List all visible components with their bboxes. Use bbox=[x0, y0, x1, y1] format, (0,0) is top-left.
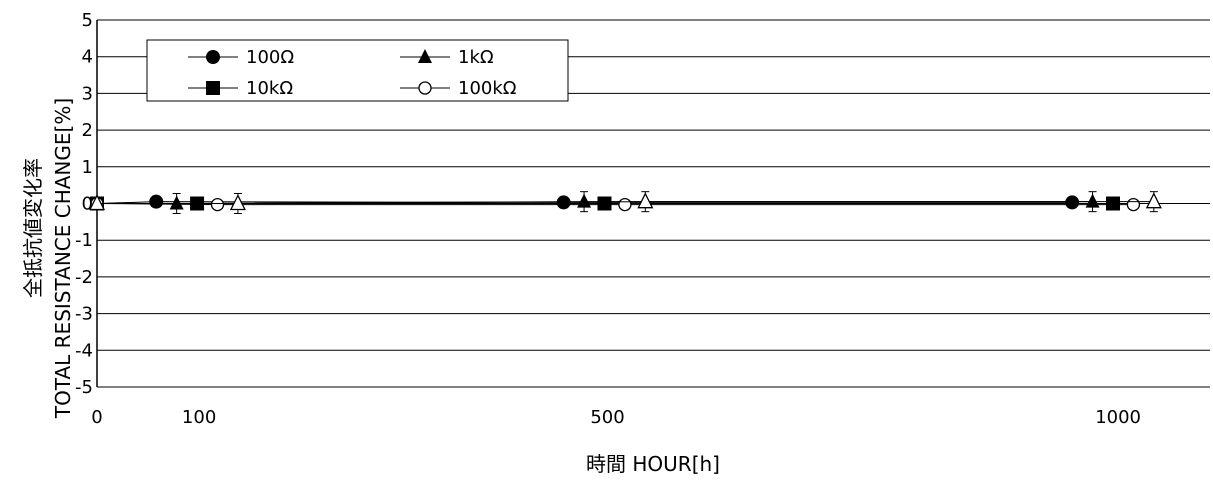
legend-label: 100kΩ bbox=[458, 78, 517, 99]
data-point bbox=[229, 194, 246, 211]
data-point bbox=[577, 193, 592, 208]
y-tick-label: 1 bbox=[82, 157, 93, 178]
data-point bbox=[1105, 196, 1120, 211]
data-point bbox=[206, 50, 220, 64]
y-tick-label: 5 bbox=[82, 10, 93, 31]
data-point bbox=[1145, 192, 1162, 209]
y-axis-title-line1: 全抵抗値変化率 bbox=[21, 158, 45, 298]
data-point bbox=[169, 195, 184, 210]
tick-labels: -5 -4 -3 -2 -1 0 1 2 3 4 5 0 100 500 1000 bbox=[75, 10, 1141, 428]
data-point bbox=[1085, 193, 1100, 208]
y-tick-label: -3 bbox=[75, 304, 93, 325]
y-tick-label: -2 bbox=[75, 267, 93, 288]
data-point bbox=[88, 194, 106, 211]
x-tick-label: 0 bbox=[91, 407, 102, 428]
series-line bbox=[96, 203, 1134, 206]
data-point bbox=[149, 194, 164, 209]
data-point bbox=[210, 197, 225, 212]
series-open-triangle bbox=[88, 191, 1162, 214]
legend-item: 1kΩ bbox=[400, 47, 494, 68]
x-tick-label: 100 bbox=[182, 407, 216, 428]
y-axis-title-line2: TOTAL RESISTANCE CHANGE[%] bbox=[51, 98, 75, 419]
y-tick-label: 3 bbox=[82, 83, 93, 104]
y-tick-label: -5 bbox=[75, 377, 93, 398]
series-line bbox=[97, 201, 1154, 204]
legend-label: 1kΩ bbox=[458, 47, 494, 68]
data-point bbox=[597, 196, 612, 211]
data-point bbox=[206, 81, 220, 95]
data-point bbox=[1126, 197, 1141, 212]
y-tick-label: -4 bbox=[75, 340, 93, 361]
data-point bbox=[418, 81, 432, 95]
legend-item: 100Ω bbox=[188, 47, 294, 68]
y-tick-label: 0 bbox=[82, 194, 93, 215]
data-point bbox=[637, 192, 654, 209]
legend-label: 10kΩ bbox=[246, 78, 293, 99]
x-tick-label: 500 bbox=[590, 407, 624, 428]
legend-item: 10kΩ bbox=[188, 78, 293, 99]
x-axis-title: 時間 HOUR[h] bbox=[586, 452, 720, 476]
data-point bbox=[418, 49, 432, 63]
legend-label: 100Ω bbox=[246, 47, 294, 68]
legend-item: 100kΩ bbox=[400, 78, 517, 99]
data-point bbox=[618, 197, 632, 212]
x-tick-label: 1000 bbox=[1095, 407, 1141, 428]
legend: 100Ω 1kΩ 10kΩ 100kΩ bbox=[146, 39, 569, 102]
series-open-circle bbox=[90, 196, 1141, 212]
y-tick-label: 4 bbox=[82, 47, 93, 68]
data-series bbox=[88, 191, 1162, 214]
data-point bbox=[1065, 195, 1080, 210]
y-tick-label: 2 bbox=[82, 120, 93, 141]
y-tick-label: -1 bbox=[75, 230, 93, 251]
series-line bbox=[96, 201, 1073, 204]
